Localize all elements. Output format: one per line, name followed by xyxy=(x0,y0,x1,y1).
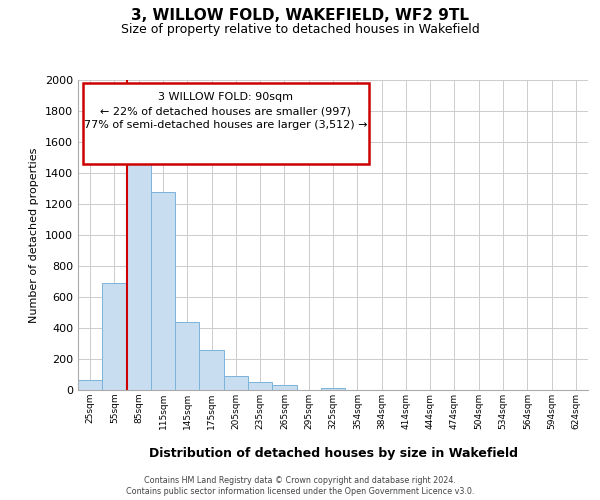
FancyBboxPatch shape xyxy=(83,83,369,164)
Bar xyxy=(224,376,248,390)
Text: 3, WILLOW FOLD, WAKEFIELD, WF2 9TL: 3, WILLOW FOLD, WAKEFIELD, WF2 9TL xyxy=(131,8,469,22)
Bar xyxy=(102,283,127,390)
Bar xyxy=(321,388,345,390)
Bar xyxy=(272,386,296,390)
Text: Contains HM Land Registry data © Crown copyright and database right 2024.: Contains HM Land Registry data © Crown c… xyxy=(144,476,456,485)
Y-axis label: Number of detached properties: Number of detached properties xyxy=(29,148,40,322)
Bar xyxy=(151,192,175,390)
Bar xyxy=(199,350,224,390)
Bar xyxy=(175,322,199,390)
Bar xyxy=(78,380,102,390)
Text: Size of property relative to detached houses in Wakefield: Size of property relative to detached ho… xyxy=(121,22,479,36)
Text: Contains public sector information licensed under the Open Government Licence v3: Contains public sector information licen… xyxy=(126,488,474,496)
Text: Distribution of detached houses by size in Wakefield: Distribution of detached houses by size … xyxy=(149,448,517,460)
Bar xyxy=(248,382,272,390)
Text: 3 WILLOW FOLD: 90sqm
← 22% of detached houses are smaller (997)
77% of semi-deta: 3 WILLOW FOLD: 90sqm ← 22% of detached h… xyxy=(84,92,368,130)
Bar xyxy=(127,136,151,390)
